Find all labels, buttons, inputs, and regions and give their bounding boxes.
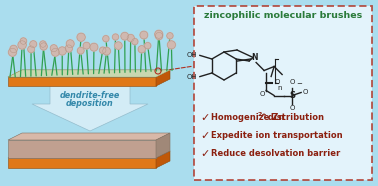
Circle shape	[66, 40, 74, 48]
Text: O: O	[275, 79, 280, 86]
Polygon shape	[8, 77, 156, 86]
Text: distribution: distribution	[265, 113, 324, 123]
Circle shape	[138, 46, 146, 53]
Circle shape	[10, 45, 17, 53]
Circle shape	[140, 31, 148, 39]
Polygon shape	[8, 70, 170, 77]
Text: ✓: ✓	[200, 113, 209, 123]
Text: ✓: ✓	[200, 131, 209, 141]
Circle shape	[40, 41, 46, 47]
Text: n: n	[277, 84, 282, 91]
Text: ✓: ✓	[200, 149, 209, 159]
Text: OH: OH	[186, 52, 197, 58]
Circle shape	[58, 47, 66, 55]
Circle shape	[103, 47, 110, 55]
Circle shape	[155, 30, 163, 38]
Text: O: O	[290, 79, 295, 86]
Text: N: N	[251, 53, 257, 62]
Circle shape	[112, 34, 119, 40]
Circle shape	[132, 39, 138, 45]
Polygon shape	[156, 133, 170, 158]
Polygon shape	[8, 140, 156, 158]
Circle shape	[77, 47, 84, 54]
Circle shape	[40, 43, 47, 50]
Circle shape	[155, 32, 163, 40]
Text: Homogenize Zn: Homogenize Zn	[211, 113, 284, 123]
Text: −: −	[296, 81, 302, 87]
Circle shape	[115, 42, 122, 49]
Polygon shape	[156, 70, 170, 86]
Circle shape	[167, 41, 175, 49]
FancyBboxPatch shape	[194, 6, 372, 180]
Text: zincophilic molecular brushes: zincophilic molecular brushes	[204, 12, 362, 20]
Polygon shape	[8, 158, 156, 168]
Text: Expedite ion transportation: Expedite ion transportation	[211, 132, 342, 140]
Polygon shape	[8, 70, 170, 77]
Polygon shape	[8, 151, 170, 158]
Text: deposition: deposition	[66, 100, 114, 108]
Text: OH: OH	[186, 74, 197, 80]
Circle shape	[83, 42, 90, 49]
Polygon shape	[8, 133, 170, 140]
Polygon shape	[156, 151, 170, 168]
Circle shape	[103, 36, 109, 42]
Text: O: O	[259, 92, 265, 97]
Circle shape	[28, 46, 34, 53]
Circle shape	[144, 42, 151, 49]
Text: Reduce desolvation barrier: Reduce desolvation barrier	[211, 150, 340, 158]
Circle shape	[77, 33, 85, 41]
Circle shape	[50, 45, 57, 52]
Circle shape	[90, 43, 98, 51]
Circle shape	[127, 34, 134, 42]
Text: O: O	[290, 105, 295, 111]
Circle shape	[51, 48, 59, 56]
Circle shape	[8, 48, 17, 56]
Circle shape	[18, 41, 26, 49]
Text: S: S	[289, 91, 295, 100]
Circle shape	[167, 33, 173, 39]
Circle shape	[20, 38, 26, 44]
Circle shape	[30, 41, 37, 48]
Polygon shape	[32, 86, 148, 131]
Circle shape	[99, 47, 106, 54]
Text: 2+: 2+	[257, 113, 267, 118]
Text: O: O	[303, 89, 308, 95]
Text: dendrite-free: dendrite-free	[60, 92, 120, 100]
Circle shape	[65, 45, 73, 52]
Circle shape	[121, 32, 129, 40]
